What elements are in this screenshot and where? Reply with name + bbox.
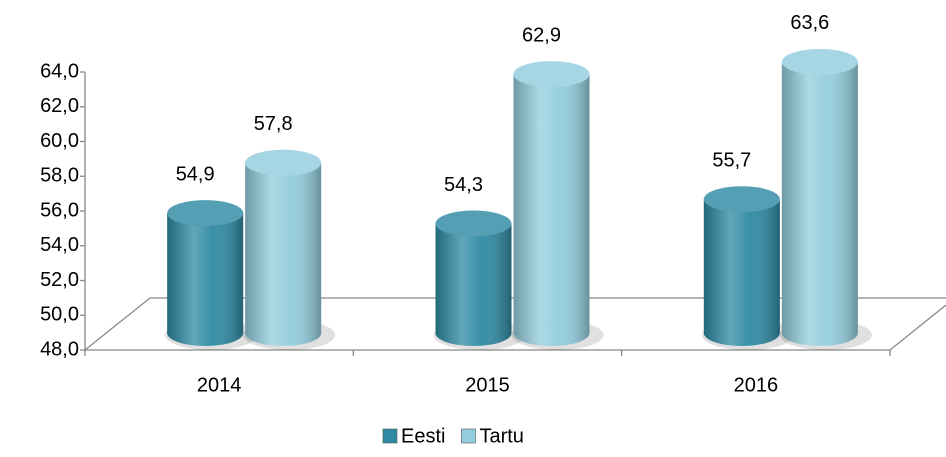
bar-base-shine (167, 333, 244, 346)
bar-shine (245, 162, 322, 333)
bar-shine (435, 223, 512, 333)
x-tick-label: 2015 (465, 374, 510, 396)
bar-top (781, 48, 858, 75)
data-label: 55,7 (712, 149, 751, 171)
bar-top-shine (435, 210, 512, 237)
data-label: 62,9 (522, 24, 561, 46)
y-tick-label: 52,0 (40, 269, 79, 291)
data-label: 54,9 (176, 163, 215, 185)
y-tick-label: 56,0 (40, 199, 79, 221)
legend-label: Tartu (479, 425, 523, 447)
data-label: 54,3 (444, 174, 483, 196)
bar-top (245, 149, 322, 176)
bar-base-shine (781, 333, 858, 346)
bar-top (167, 200, 244, 227)
bar-top (513, 61, 590, 88)
data-label: 57,8 (254, 113, 293, 135)
bar-top-shine (513, 61, 590, 88)
bar-top-shine (781, 48, 858, 75)
legend-label: Eesti (401, 425, 445, 447)
bar-shine (703, 199, 780, 333)
bar-top-shine (245, 149, 322, 176)
x-tick-label: 2016 (734, 374, 779, 396)
bar-base-shine (435, 333, 512, 346)
y-tick-label: 60,0 (40, 130, 79, 152)
y-tick-label: 58,0 (40, 165, 79, 187)
bar-base-shine (513, 333, 590, 346)
bar-base-shine (703, 333, 780, 346)
bar-shine (513, 74, 590, 334)
bar-shine (167, 213, 244, 333)
bar-shine (781, 61, 858, 333)
floor-back (84, 297, 946, 351)
legend-swatch (382, 428, 398, 444)
y-tick-label: 64,0 (40, 60, 79, 82)
y-tick-label: 50,0 (40, 304, 79, 326)
bar-top-shine (703, 186, 780, 213)
data-label: 63,6 (790, 12, 829, 34)
x-tick-label: 2014 (197, 374, 242, 396)
bar-top (435, 210, 512, 237)
bar-base-shine (245, 333, 322, 346)
legend-swatch (461, 428, 476, 444)
y-tick-label: 48,0 (40, 338, 79, 360)
bar-top (703, 186, 780, 213)
y-tick-label: 54,0 (40, 234, 79, 256)
y-tick-label: 62,0 (40, 95, 79, 117)
bar-top-shine (167, 200, 244, 227)
